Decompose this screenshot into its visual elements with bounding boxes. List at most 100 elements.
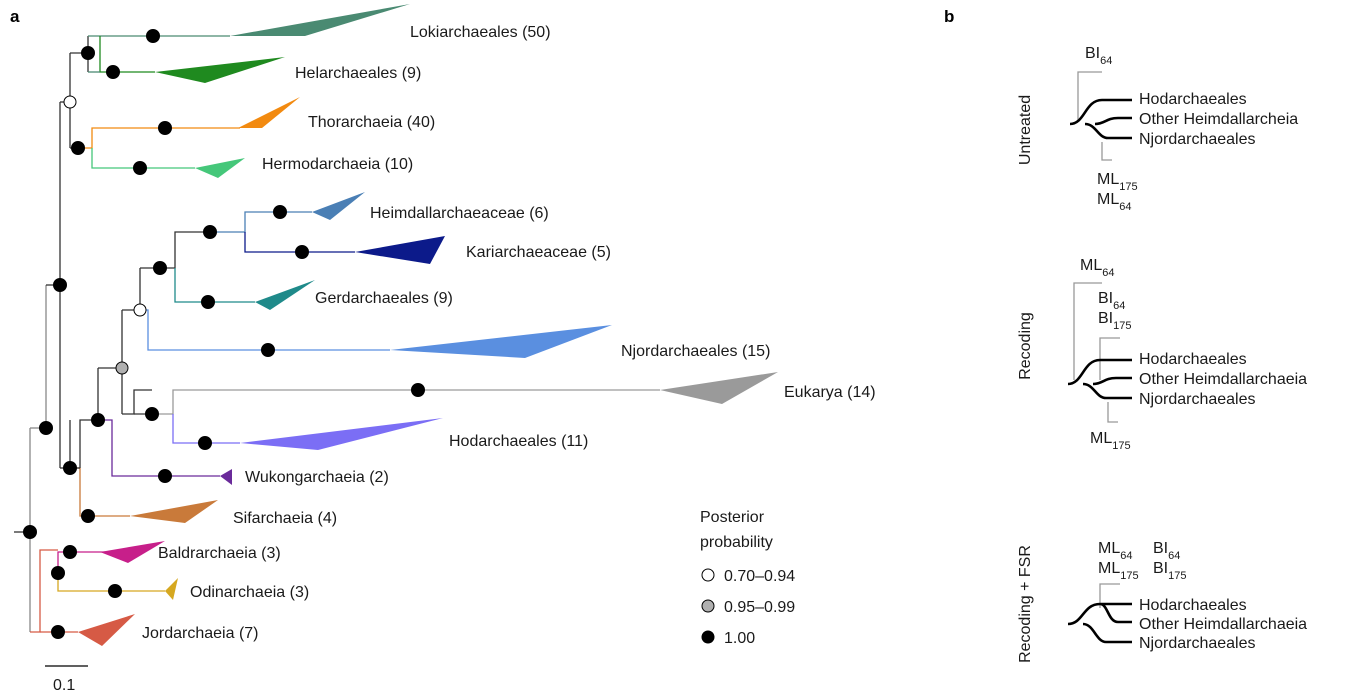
node-marker [273,205,287,219]
condition-label: Untreated [1017,95,1034,165]
branch-thorarchaeia [78,127,240,149]
node-marker [115,361,129,375]
method-label: ML64 [1098,540,1132,562]
branch [160,231,210,269]
node-marker [158,121,172,135]
taxon-label: Njordarchaeales [1139,635,1256,652]
legend-title-line2: probability [700,534,773,551]
node-marker [108,584,122,598]
wedge-baldrarchaeia [100,541,165,563]
clade-label: Thorarchaeia (40) [308,114,435,131]
node-marker [198,436,212,450]
clade-label: Gerdarchaeales (9) [315,290,453,307]
node-marker [63,461,77,475]
panel-b-letter: b [944,7,954,26]
scale-bar-label: 0.1 [53,677,75,694]
taxon-label: Hodarchaeales [1139,91,1247,108]
node-marker [295,245,309,259]
branch-gerdarchaeales [174,268,255,303]
node-marker [158,469,172,483]
clade-label: Hodarchaeales (11) [449,433,588,450]
taxon-label: Hodarchaeales [1139,351,1247,368]
taxon-label: Other Heimdallarchaeia [1139,616,1307,633]
node-marker [63,545,77,559]
mini-tree [1069,98,1132,140]
node-marker [146,29,160,43]
clade-label: Wukongarchaeia (2) [245,469,389,486]
clade-label: Sifarchaeia (4) [233,510,337,527]
taxon-label: Njordarchaeales [1139,391,1256,408]
clade-label: Lokiarchaeales (50) [410,24,551,41]
wedge-heimdallarchaeaceae [312,192,365,220]
clade-labels: Lokiarchaeales (50) Helarchaeales (9) Th… [142,24,876,642]
method-label: ML175 [1090,430,1131,452]
legend-marker [701,568,715,582]
clade-label: Hermodarchaeia (10) [262,156,413,173]
node-marker [153,261,167,275]
method-label: BI64 [1098,290,1125,312]
node-marker [133,303,147,317]
clade-label: Njordarchaeales (15) [621,343,770,360]
condition-label: Recoding [1017,312,1034,380]
method-label: BI64 [1153,540,1180,562]
branch-helarchaeales [99,36,155,73]
node-marker [81,509,95,523]
clade-label: Kariarchaeaceae (5) [466,244,611,261]
node-marker [39,421,53,435]
method-label: ML64 [1097,191,1131,213]
node-marker [81,46,95,60]
branch-heimdallarchaeaceae [210,211,312,233]
clade-label: Odinarchaeia (3) [190,584,309,601]
node-marker [91,413,105,427]
branch [79,419,98,468]
branch-hodarchaeales [172,414,240,444]
branch-kariarchaeaceae [244,232,355,253]
node-marker [133,161,147,175]
subpanel-recoding-fsr: Recoding + FSR ML64 BI64 ML175 BI175 Hod… [1017,540,1307,663]
mini-tree [1067,358,1132,400]
node-marker [23,525,37,539]
wedge-hermodarchaeia [195,158,245,178]
node-markers [23,29,425,639]
branch-odinarchaeia [57,573,165,592]
branch-hermodarchaeia [91,148,195,169]
node-marker [201,295,215,309]
method-label: ML175 [1098,560,1139,582]
method-label: ML175 [1097,171,1138,193]
node-marker [145,407,159,421]
method-label: BI64 [1085,45,1112,67]
wedge-kariarchaeaceae [355,236,445,264]
support-bracket [1107,402,1118,423]
node-marker [51,625,65,639]
legend-label: 0.95–0.99 [724,599,795,616]
taxon-label: Hodarchaeales [1139,597,1247,614]
branch [122,389,152,415]
clade-wedges [78,4,778,646]
taxon-label: Other Heimdallarchaeia [1139,371,1307,388]
wedge-thorarchaeia [238,97,300,128]
clade-label: Helarchaeales (9) [295,65,421,82]
wedge-eukarya [660,372,778,404]
taxon-label: Other Heimdallarcheia [1139,111,1298,128]
branch-wukongarchaeia [98,419,220,477]
subpanel-untreated: Untreated BI64 Hodarchaeales Other Heimd… [1017,45,1298,213]
clade-label: Jordarchaeia (7) [142,625,259,642]
wedge-jordarchaeia [78,614,135,646]
node-marker [63,95,77,109]
wedge-helarchaeales [155,57,285,83]
node-marker [106,65,120,79]
wedge-odinarchaeia [165,578,178,600]
legend-marker [701,599,715,613]
posterior-legend: Posterior probability 0.70–0.94 0.95–0.9… [700,509,795,647]
legend-label: 0.70–0.94 [724,568,795,585]
clade-label: Eukarya (14) [784,384,876,401]
support-bracket [1099,337,1120,380]
condition-label: Recoding + FSR [1017,545,1034,663]
method-label: BI175 [1153,560,1186,582]
support-bracket [1099,583,1120,608]
branch-eukarya [152,389,660,415]
node-marker [53,278,67,292]
node-marker [203,225,217,239]
node-marker [261,343,275,357]
